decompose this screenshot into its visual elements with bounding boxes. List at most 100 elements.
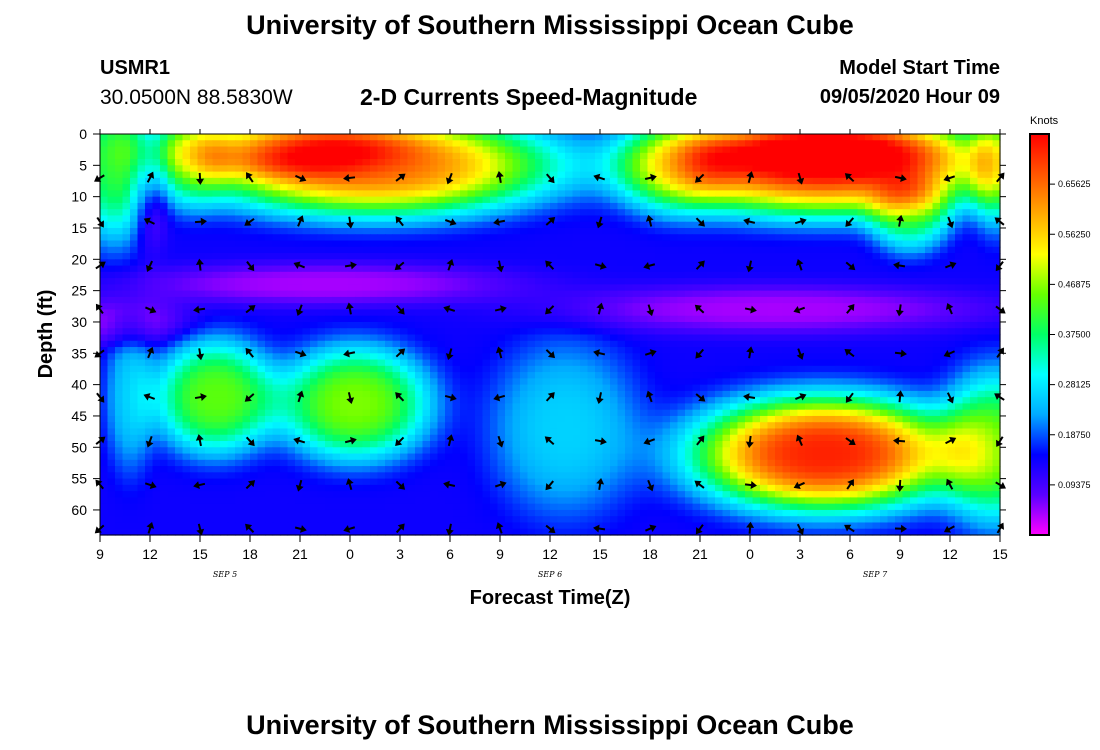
heatmap-cell [827,190,836,198]
heatmap-cell [677,184,686,191]
heatmap-cell [167,227,176,235]
heatmap-cell [670,177,679,185]
heatmap-cell [377,340,386,348]
heatmap-cell [362,171,371,179]
heatmap-cell [332,384,341,392]
heatmap-cell [805,227,814,235]
heatmap-cell [310,196,319,204]
heatmap-cell [887,334,896,342]
heatmap-cell [760,259,769,267]
heatmap-cell [775,340,784,348]
heatmap-cell [550,259,559,267]
heatmap-cell [137,253,146,260]
heatmap-cell [872,209,881,217]
heatmap-cell [550,171,559,179]
heatmap-cell [212,284,221,292]
heatmap-cell [610,196,619,204]
heatmap-cell [730,303,739,311]
heatmap-cell [767,321,776,329]
heatmap-cell [160,146,169,154]
heatmap-cell [805,253,814,260]
heatmap-cell [767,372,776,379]
heatmap-cell [332,359,341,367]
heatmap-cell [430,265,439,273]
heatmap-cell [452,240,461,248]
heatmap-cell [452,309,461,317]
heatmap-cell [175,171,184,179]
heatmap-cell [332,159,341,166]
heatmap-cell [782,171,791,179]
heatmap-cell [752,365,761,373]
heatmap-cell [812,234,821,242]
heatmap-cell [572,353,581,361]
heatmap-cell [490,246,499,254]
heatmap-cell [512,202,521,210]
heatmap-cell [505,265,514,273]
heatmap-cell [940,215,949,223]
heatmap-cell [467,365,476,373]
heatmap-cell [235,321,244,329]
heatmap-cell [565,378,574,386]
heatmap-cell [970,177,979,185]
heatmap-cell [820,227,829,235]
heatmap-cell [985,372,994,379]
heatmap-cell [655,347,664,354]
heatmap-cell [542,284,551,292]
heatmap-cell [227,290,236,298]
heatmap-cell [647,202,656,210]
heatmap-cell [745,234,754,242]
heatmap-cell [392,152,401,160]
heatmap-cell [520,278,529,285]
heatmap-cell [310,202,319,210]
heatmap-cell [580,284,589,292]
heatmap-cell [835,177,844,185]
heatmap-cell [962,215,971,223]
heatmap-cell [640,284,649,292]
heatmap-cell [557,265,566,273]
heatmap-cell [167,253,176,260]
heatmap-cell [805,372,814,379]
heatmap-cell [812,240,821,248]
heatmap-cell [437,321,446,329]
heatmap-cell [295,347,304,354]
heatmap-cell [827,347,836,354]
heatmap-cell [145,278,154,285]
heatmap-cell [280,290,289,298]
heatmap-cell [602,353,611,361]
heatmap-cell [392,165,401,173]
heatmap-cell [430,378,439,386]
heatmap-cell [617,353,626,361]
heatmap-cell [767,265,776,273]
heatmap-cell [235,372,244,379]
heatmap-cell [812,372,821,379]
heatmap-cell [940,340,949,348]
heatmap-cell [377,190,386,198]
heatmap-cell [310,259,319,267]
heatmap-cell [302,278,311,285]
heatmap-cell [130,202,139,210]
heatmap-cell [782,227,791,235]
heatmap-cell [220,321,229,329]
heatmap-cell [655,165,664,173]
heatmap-cell [797,159,806,166]
heatmap-cell [655,171,664,179]
heatmap-cell [145,253,154,260]
heatmap-cell [542,271,551,279]
heatmap-cell [190,177,199,185]
heatmap-cell [715,184,724,191]
heatmap-cell [490,234,499,242]
heatmap-cell [820,184,829,191]
heatmap-cell [272,328,281,336]
heatmap-cell [490,184,499,191]
heatmap-cell [595,321,604,329]
heatmap-cell [902,165,911,173]
heatmap-cell [880,140,889,148]
heatmap-cell [145,196,154,204]
heatmap-cell [317,196,326,204]
heatmap-cell [932,378,941,386]
heatmap-cell [182,159,191,166]
heatmap-cell [527,284,536,292]
heatmap-cell [737,146,746,154]
heatmap-cell [932,196,941,204]
heatmap-cell [115,134,124,141]
